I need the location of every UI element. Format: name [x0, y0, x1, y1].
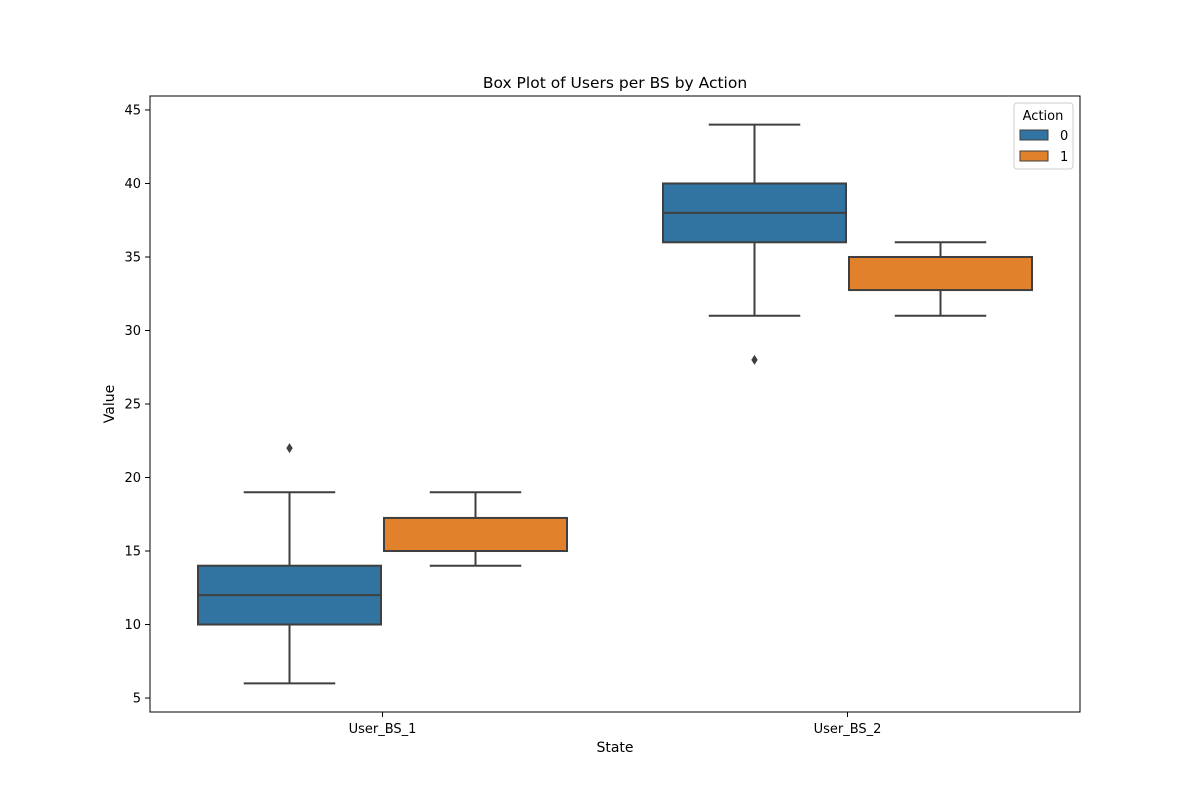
legend-label: 1 [1060, 150, 1068, 165]
y-tick-label: 40 [124, 177, 141, 192]
y-tick-label: 30 [124, 324, 141, 339]
chart-title: Box Plot of Users per BS by Action [483, 74, 747, 92]
y-axis-label: Value [102, 385, 118, 423]
legend: Action 01 [1013, 102, 1074, 170]
y-axis: 5 10 15 20 25 30 35 40 45 [124, 103, 150, 707]
y-tick-label: 45 [124, 103, 141, 118]
y-tick-label: 10 [124, 618, 141, 633]
y-tick-label: 5 [133, 692, 141, 707]
legend-swatch [1019, 150, 1049, 162]
box-iqr [383, 516, 568, 553]
legend-swatch [1019, 129, 1049, 141]
plot-marks [197, 123, 1033, 685]
y-tick-label: 25 [124, 398, 141, 413]
x-axis: User_BS_1 User_BS_2 [349, 712, 882, 737]
legend-entries: 01 [1019, 129, 1068, 165]
y-tick-label: 35 [124, 250, 141, 265]
y-tick-label: 15 [124, 545, 141, 560]
x-tick-label: User_BS_2 [814, 722, 882, 737]
outlier-point [751, 354, 758, 365]
box-group [848, 241, 1033, 317]
box-iqr [848, 255, 1033, 292]
box-group [662, 123, 847, 365]
x-axis-label: State [596, 740, 633, 756]
outlier-point [286, 443, 293, 454]
box-group [197, 443, 382, 685]
x-tick-label: User_BS_1 [349, 722, 417, 737]
y-tick-label: 20 [124, 471, 141, 486]
legend-title: Action [1023, 109, 1064, 124]
box-group [383, 491, 568, 567]
legend-label: 0 [1060, 129, 1068, 144]
